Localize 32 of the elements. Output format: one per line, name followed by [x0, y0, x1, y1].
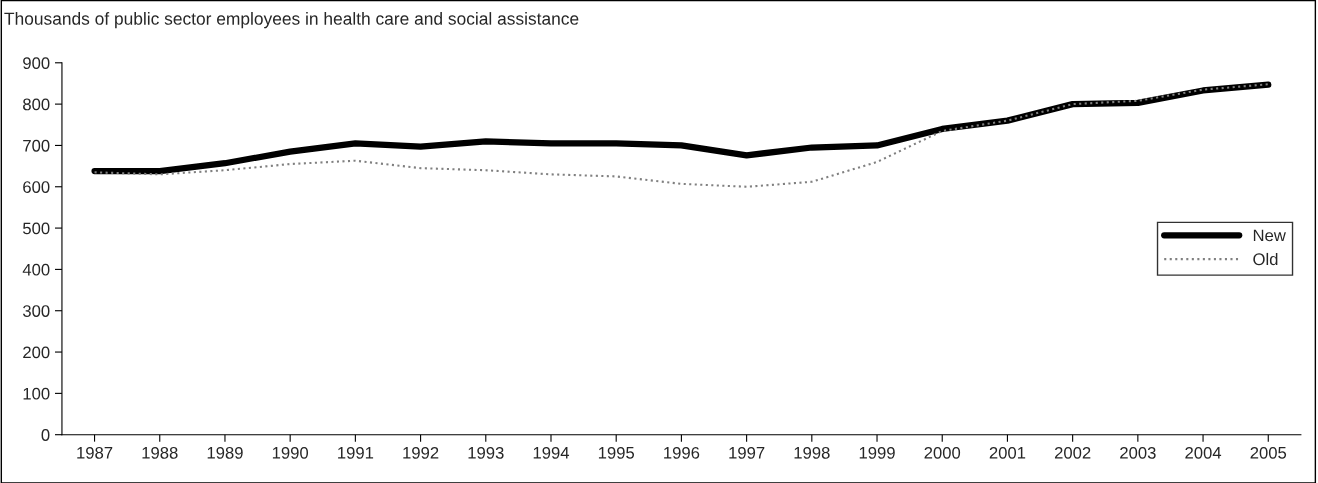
- y-tick-label: 500: [23, 222, 50, 235]
- y-tick-label: 900: [23, 57, 50, 69]
- x-tick-label: 2003: [1120, 446, 1156, 459]
- x-tick-label: 2005: [1250, 446, 1287, 459]
- y-tick-label: 300: [22, 305, 50, 317]
- y-tick-label: 0: [41, 429, 50, 441]
- y-tick-label: 200: [23, 346, 50, 359]
- x-tick-label: 2000: [924, 446, 961, 459]
- y-tick-label: 800: [23, 98, 50, 111]
- legend-label: Old: [1253, 252, 1278, 266]
- x-tick-label: 1997: [729, 446, 765, 459]
- x-tick-label: 1992: [403, 446, 439, 459]
- y-tick-label: 600: [23, 181, 50, 193]
- x-tick-label: 1993: [468, 446, 504, 459]
- x-tick-label: 1994: [533, 446, 570, 459]
- x-tick-label: 1988: [142, 446, 178, 459]
- x-tick-label: 1999: [859, 446, 895, 459]
- x-tick-label: 2002: [1054, 446, 1091, 459]
- y-tick-label: 700: [23, 139, 50, 152]
- x-tick-label: 2004: [1185, 446, 1222, 459]
- y-tick-label: 400: [22, 263, 50, 276]
- x-tick-label: 1998: [794, 446, 830, 459]
- x-tick-label: 1995: [598, 446, 635, 459]
- y-tick-label: 100: [23, 387, 50, 400]
- chart-title: Thousands of public sector employees in health care and social assistance: [4, 12, 579, 29]
- x-tick-label: 1987: [77, 446, 113, 459]
- x-tick-label: 1990: [272, 446, 309, 459]
- x-tick-label: 2001: [989, 446, 1026, 459]
- x-tick-label: 1989: [207, 446, 243, 459]
- x-tick-label: 1996: [664, 446, 700, 459]
- legend-label: New: [1253, 229, 1286, 242]
- x-tick-label: 1991: [338, 446, 374, 459]
